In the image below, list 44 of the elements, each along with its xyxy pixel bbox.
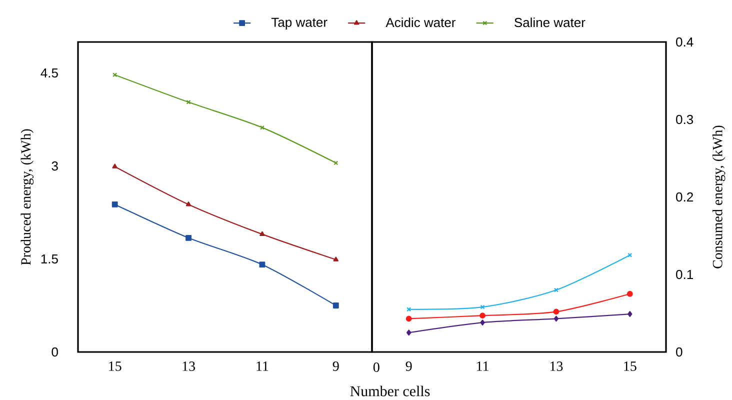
point	[628, 311, 632, 317]
x-axis-title: Number cells	[350, 386, 430, 396]
y2-tick-label: 0.4	[676, 37, 694, 47]
point	[112, 164, 118, 168]
y-tick-label: 0	[52, 347, 58, 357]
y2-tick-label: 0	[676, 347, 682, 357]
x-tick-label: 11	[256, 362, 268, 371]
x-tick-label: 9	[406, 362, 412, 371]
point	[260, 125, 264, 130]
legend-label: Acidic water	[386, 18, 456, 28]
x-tick-label: 9	[332, 362, 339, 371]
point	[553, 308, 560, 315]
point	[480, 312, 486, 319]
point	[406, 316, 412, 322]
point	[186, 201, 192, 206]
point	[554, 288, 558, 292]
point	[112, 201, 118, 208]
point	[406, 330, 412, 336]
x-tick-label: 13	[182, 362, 195, 371]
y-axis-title: Produced energy, (kWh)	[20, 129, 34, 266]
legend-label: Tap water	[271, 18, 328, 30]
y-tick-label: 3	[52, 161, 58, 171]
text: 0	[373, 362, 380, 372]
point	[480, 320, 485, 326]
y2-tick-label: 0.2	[676, 192, 693, 202]
y2-axis-title: Consumed energy, (kWh)	[712, 126, 726, 268]
legend-label: Saline water	[514, 18, 586, 28]
point	[554, 316, 559, 322]
x-tick-label: 13	[550, 362, 563, 371]
point	[333, 256, 339, 262]
point	[332, 302, 339, 308]
x-tick-label: 15	[624, 362, 636, 371]
point	[259, 262, 266, 268]
y-tick-label: 4.5	[40, 68, 58, 78]
y2-tick-label: 0.1	[676, 270, 693, 280]
point	[626, 290, 633, 297]
point	[260, 231, 265, 236]
y-tick-label: 1.5	[41, 254, 58, 264]
point	[186, 100, 191, 104]
point	[186, 234, 192, 241]
y2-tick-label: 0.3	[676, 114, 694, 124]
point	[480, 304, 485, 310]
x-tick-label: 15	[109, 362, 122, 371]
x-tick-label: 11	[477, 362, 488, 371]
